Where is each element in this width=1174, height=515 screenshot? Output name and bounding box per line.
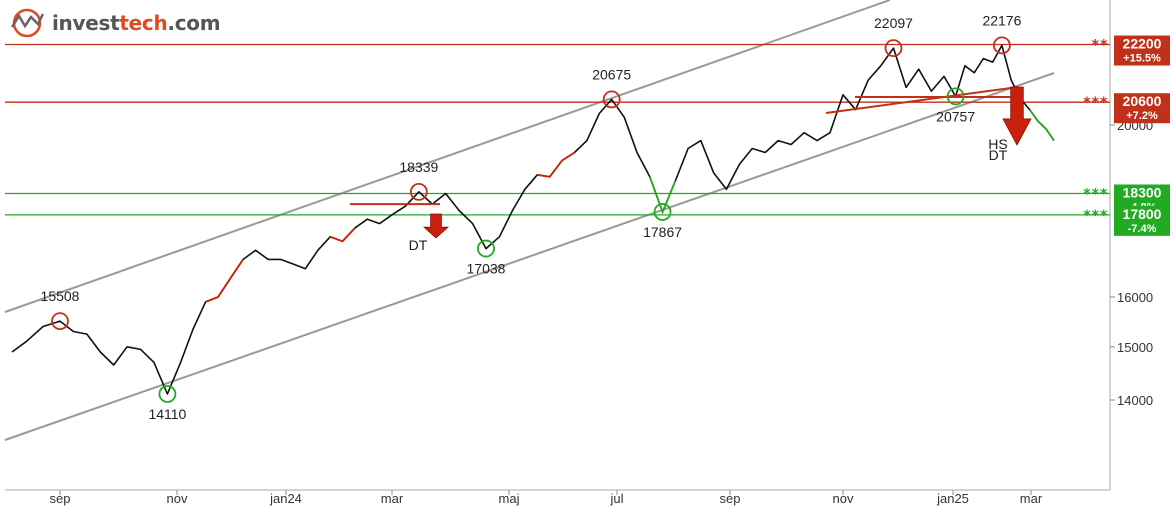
hs-down-arrow-icon [1002, 86, 1032, 146]
brand-wordmark: investtech.com [52, 11, 221, 35]
x-tick-label: sep [50, 491, 71, 506]
price-segment [648, 176, 677, 215]
bottom-marker [477, 239, 495, 258]
level-stars: *** [1083, 95, 1108, 111]
top-marker [602, 90, 621, 109]
y-tick-label: 16000 [1117, 290, 1153, 305]
level-value-label: 17800 [1123, 206, 1162, 222]
x-tick-label: mar [381, 491, 404, 506]
top-marker [409, 182, 428, 201]
trend-channel-lower [4, 72, 1055, 441]
x-tick-label: sep [720, 491, 741, 506]
price-segment [537, 151, 575, 178]
price-segment [205, 258, 244, 303]
level-value-label: 20600 [1123, 93, 1162, 109]
top-marker [993, 36, 1011, 55]
level-percent-label: +7.2% [1126, 110, 1158, 122]
price-annotation-label: 20675 [592, 66, 631, 82]
price-segment [1028, 109, 1055, 142]
price-annotation-label: 20757 [936, 108, 975, 124]
pattern-label: DT [989, 147, 1008, 163]
logo-mark-icon [10, 8, 45, 38]
x-tick-label: maj [499, 491, 520, 506]
hs-neckline [825, 86, 1019, 114]
pattern-label: HS [988, 136, 1007, 152]
price-annotation-label: 22097 [874, 15, 913, 31]
x-tick-label: mar [1020, 491, 1043, 506]
level-tag [1114, 35, 1170, 66]
level-tag [1114, 205, 1170, 236]
bottom-marker [946, 87, 965, 106]
price-annotation-label: 17867 [643, 224, 682, 240]
level-tag [1114, 93, 1170, 124]
level-value-label: 18300 [1123, 184, 1162, 200]
x-tick-label: nov [833, 491, 854, 506]
top-marker [884, 39, 903, 58]
level-stars: *** [1083, 186, 1108, 202]
trend-channel-upper [4, 0, 891, 313]
price-annotation-label: 22176 [982, 12, 1021, 28]
pattern-label: DT [409, 237, 428, 253]
level-percent-label: +15.5% [1123, 53, 1161, 65]
bottom-marker [158, 385, 177, 403]
x-tick-label: jul [609, 491, 623, 506]
x-tick-label: jan24 [269, 491, 302, 506]
brand-logo[interactable]: investtech.com [8, 8, 221, 38]
x-tick-label: nov [167, 491, 188, 506]
y-tick-label: 15000 [1117, 340, 1153, 355]
price-annotation-label: 14110 [148, 406, 186, 422]
y-tick-label: 14000 [1117, 393, 1153, 408]
x-tick-label: jan25 [936, 491, 969, 506]
top-marker [51, 312, 69, 331]
level-stars: ** [1091, 38, 1108, 54]
dt-down-arrow-icon [422, 213, 450, 239]
level-percent-label: -7.4% [1128, 223, 1157, 235]
price-annotation-label: 17038 [467, 261, 506, 277]
price-segment [329, 227, 356, 243]
price-annotation-label: 15508 [41, 288, 80, 304]
level-value-label: 22200 [1123, 36, 1162, 52]
price-annotation-label: 18339 [399, 159, 438, 175]
bottom-marker [653, 203, 672, 221]
level-stars: *** [1083, 208, 1108, 224]
